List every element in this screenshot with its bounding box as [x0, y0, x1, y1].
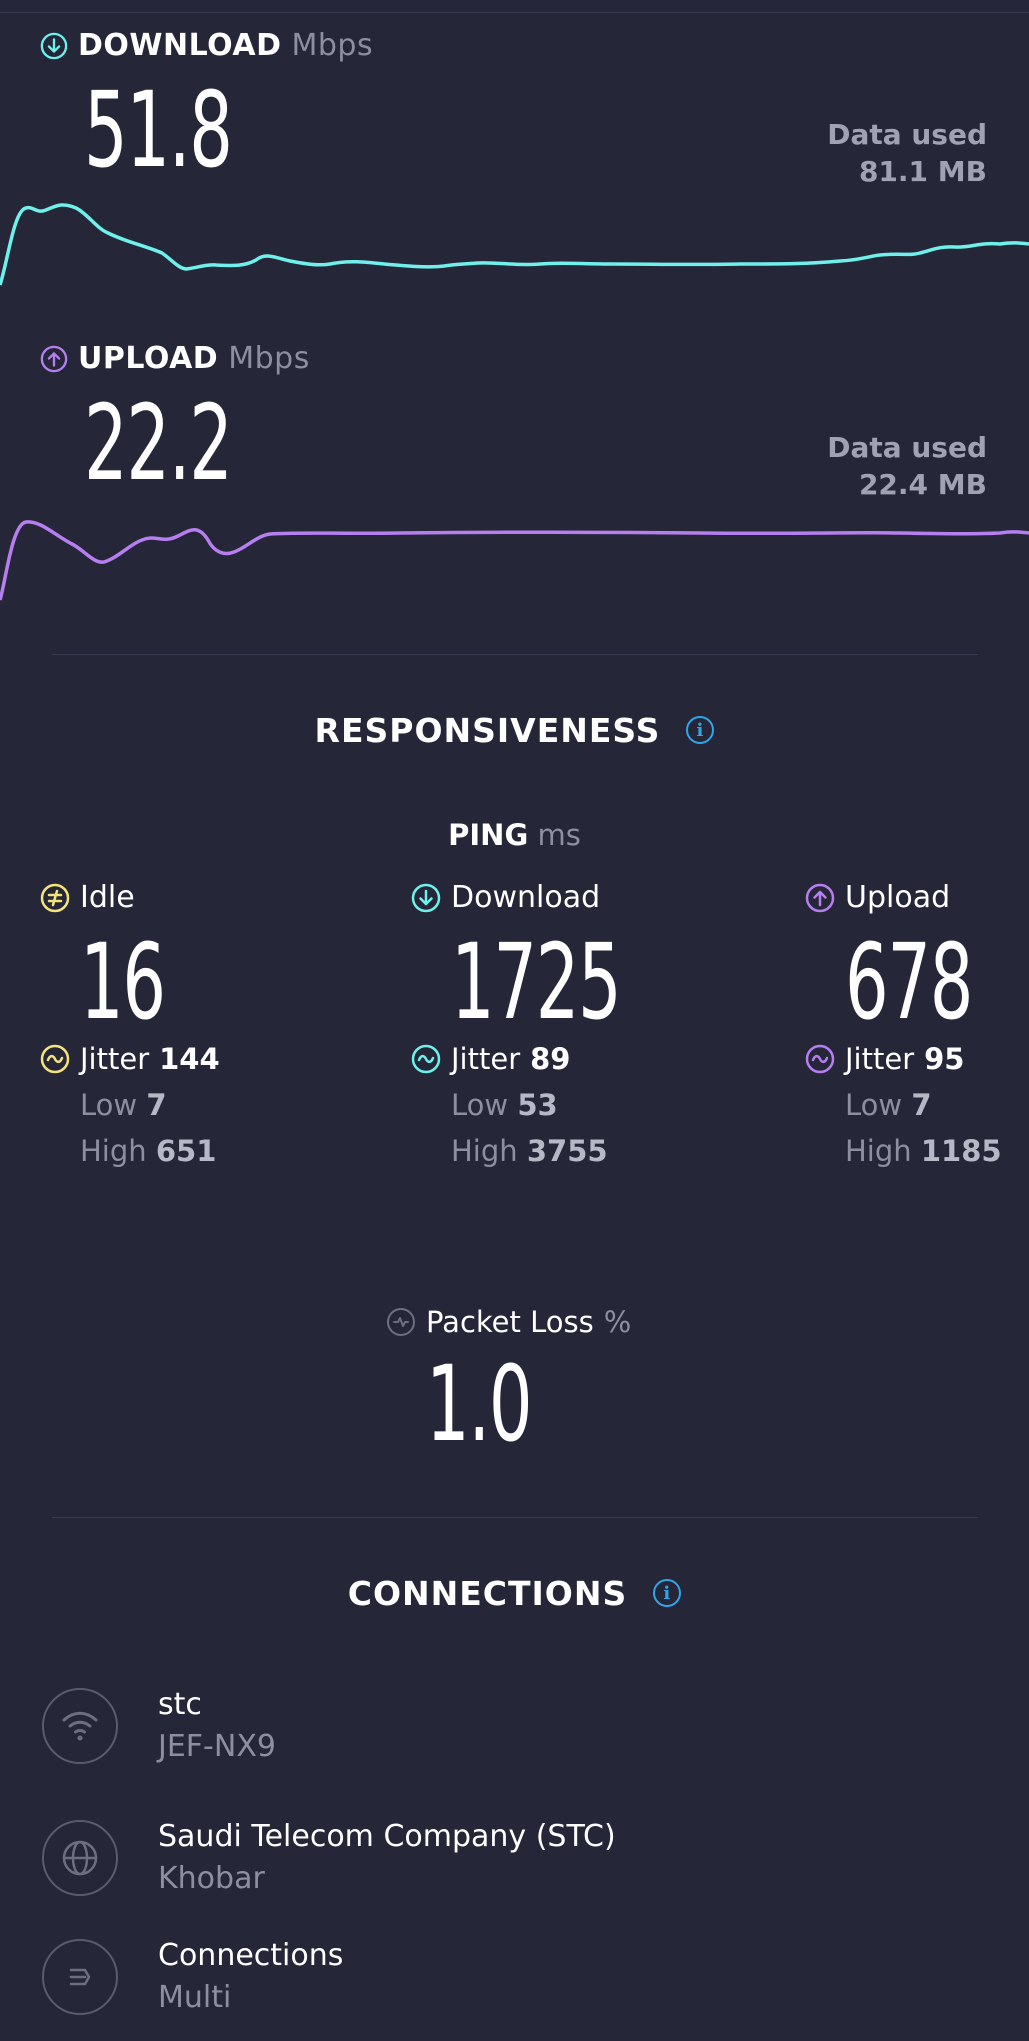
upload-jitter-value: 95 [924, 1042, 965, 1076]
idle-jitter-value: 144 [159, 1042, 220, 1076]
idle-jitter-icon [40, 1044, 70, 1074]
ping-header: PING ms [0, 818, 1029, 852]
ping-upload-icon [805, 883, 835, 912]
packet-loss-unit: % [603, 1305, 632, 1339]
multi-connections-icon [42, 1939, 118, 2015]
upload-speed-value: 22.2 [84, 382, 233, 504]
download-low-label: Low [451, 1088, 509, 1122]
upload-low-label: Low [845, 1088, 903, 1122]
upload-speed-graph [0, 520, 1029, 601]
download-low-value: 53 [517, 1088, 558, 1122]
packet-loss-label: Packet Loss [426, 1305, 594, 1339]
download-speed-graph [0, 203, 1029, 286]
connections-mode-label: Connections [158, 1938, 344, 1973]
upload-low-value: 7 [911, 1088, 932, 1122]
packet-loss-value: 1.0 [426, 1343, 533, 1465]
isp-location: Khobar [158, 1861, 265, 1896]
download-speed-value: 51.8 [84, 69, 233, 191]
idle-high: High 651 [80, 1134, 220, 1168]
section-divider [52, 654, 978, 655]
idle-low: Low 7 [80, 1088, 220, 1122]
download-arrow-icon [40, 32, 68, 60]
responsiveness-header: RESPONSIVENESS i [0, 705, 1029, 755]
ping-download-header: Download [411, 880, 600, 915]
upload-data-used-label: Data used [827, 431, 987, 464]
wifi-network-name: stc [158, 1687, 202, 1722]
connections-mode-value: Multi [158, 1980, 232, 2015]
connection-row-wifi: stc JEF-NX9 [42, 1684, 276, 1768]
ping-upload-header: Upload [805, 880, 950, 915]
idle-low-label: Low [80, 1088, 138, 1122]
upload-data-used-value: 22.4 MB [858, 468, 987, 501]
section-divider-2 [52, 1517, 978, 1518]
wifi-device-name: JEF-NX9 [158, 1729, 276, 1764]
ping-idle-column: Idle [40, 880, 135, 915]
download-ping-stats: Jitter 89 Low 53 High 3755 [411, 1042, 608, 1168]
globe-icon [42, 1820, 118, 1896]
download-unit: Mbps [291, 28, 374, 63]
upload-high-value: 1185 [920, 1134, 1002, 1168]
wifi-icon [42, 1688, 118, 1764]
responsiveness-info-icon[interactable]: i [686, 716, 715, 744]
idle-header: Idle [40, 880, 135, 915]
idle-stats: Jitter 144 Low 7 High 651 [40, 1042, 220, 1168]
idle-low-value: 7 [146, 1088, 167, 1122]
download-high-value: 3755 [526, 1134, 608, 1168]
download-high: High 3755 [451, 1134, 608, 1168]
upload-arrow-icon [40, 345, 68, 373]
idle-label: Idle [80, 880, 135, 915]
upload-jitter-label: Jitter [845, 1042, 915, 1076]
download-jitter-value: 89 [530, 1042, 571, 1076]
connections-info-icon[interactable]: i [653, 1579, 682, 1607]
download-data-used-value: 81.1 MB [858, 155, 987, 188]
ping-download-icon [411, 883, 441, 912]
upload-jitter: Jitter 95 [805, 1042, 1002, 1076]
upload-label: UPLOAD [78, 341, 219, 376]
upload-jitter-icon [805, 1044, 835, 1074]
download-low: Low 53 [451, 1088, 608, 1122]
download-jitter-label: Jitter [451, 1042, 521, 1076]
download-jitter-icon [411, 1044, 441, 1074]
idle-ping-value: 16 [80, 921, 166, 1043]
connections-title: CONNECTIONS [347, 1573, 628, 1613]
upload-low: Low 7 [845, 1088, 1002, 1122]
download-ping-value: 1725 [451, 921, 622, 1043]
download-data-used: Data used 81.1 MB [827, 116, 987, 190]
idle-jitter-label: Jitter [80, 1042, 150, 1076]
upload-unit: Mbps [228, 341, 310, 376]
upload-high: High 1185 [845, 1134, 1002, 1168]
upload-header: UPLOAD Mbps [40, 341, 310, 376]
connections-header: CONNECTIONS i [0, 1568, 1029, 1618]
connection-row-mode: Connections Multi [42, 1935, 343, 2019]
ping-download-column: Download [411, 880, 600, 915]
isp-name: Saudi Telecom Company (STC) [158, 1819, 616, 1854]
top-divider [0, 12, 1029, 13]
upload-data-used: Data used 22.4 MB [827, 429, 987, 503]
download-jitter: Jitter 89 [411, 1042, 608, 1076]
download-label: DOWNLOAD [78, 28, 282, 63]
packet-loss-icon [387, 1308, 415, 1336]
download-data-used-label: Data used [827, 118, 987, 151]
packet-loss-header: Packet Loss % [386, 1305, 631, 1339]
upload-ping-stats: Jitter 95 Low 7 High 1185 [805, 1042, 1002, 1168]
upload-high-label: High [845, 1134, 912, 1168]
idle-high-label: High [80, 1134, 147, 1168]
responsiveness-title: RESPONSIVENESS [314, 710, 661, 750]
ping-upload-column: Upload [805, 880, 950, 915]
download-high-label: High [451, 1134, 518, 1168]
upload-ping-value: 678 [845, 921, 973, 1043]
download-header: DOWNLOAD Mbps [40, 28, 373, 63]
idle-jitter: Jitter 144 [40, 1042, 220, 1076]
connection-row-isp: Saudi Telecom Company (STC) Khobar [42, 1816, 616, 1900]
ping-download-label: Download [451, 880, 601, 915]
idle-icon [40, 883, 70, 912]
ping-label: PING [448, 818, 529, 852]
ping-unit: ms [537, 818, 581, 852]
idle-high-value: 651 [155, 1134, 217, 1168]
ping-upload-label: Upload [845, 880, 951, 915]
